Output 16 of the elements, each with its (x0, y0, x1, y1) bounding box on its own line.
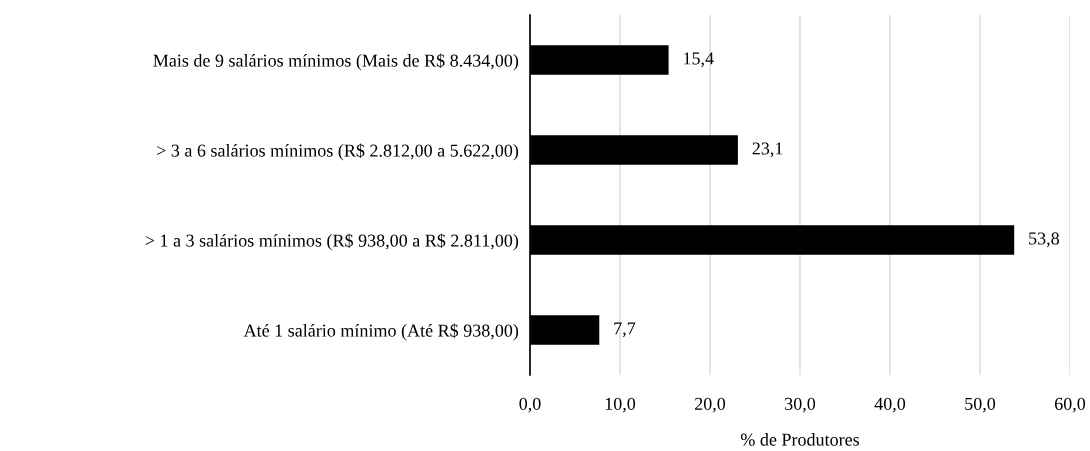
y-tick-label: Mais de 9 salários mínimos (Mais de R$ 8.434,00) (153, 53, 519, 71)
x-tick-label: 30,0 (785, 397, 816, 413)
y-tick-label: Até 1 salário mínimo (Até R$ 938,00) (243, 323, 519, 341)
y-tick-label: > 1 a 3 salários mínimos (R$ 938,00 a R$ 2.811,00) (145, 233, 519, 251)
x-axis-title: % de Produtores (740, 433, 860, 446)
data-label: 23,1 (752, 142, 783, 158)
data-label: 7,7 (614, 322, 636, 338)
x-tick-label: 60,0 (1054, 397, 1086, 413)
data-label: 15,4 (684, 52, 714, 68)
x-tick-label: 10,0 (605, 397, 636, 413)
x-tick-label: 0,0 (519, 397, 541, 413)
x-tick-label: 40,0 (874, 397, 906, 413)
y-tick-label: > 3 a 6 salários mínimos (R$ 2.812,00 a 5.622,00) (157, 143, 519, 161)
x-tick-label: 20,0 (694, 397, 726, 413)
x-tick-label: 50,0 (965, 397, 996, 413)
data-label: 53,8 (1029, 232, 1059, 248)
